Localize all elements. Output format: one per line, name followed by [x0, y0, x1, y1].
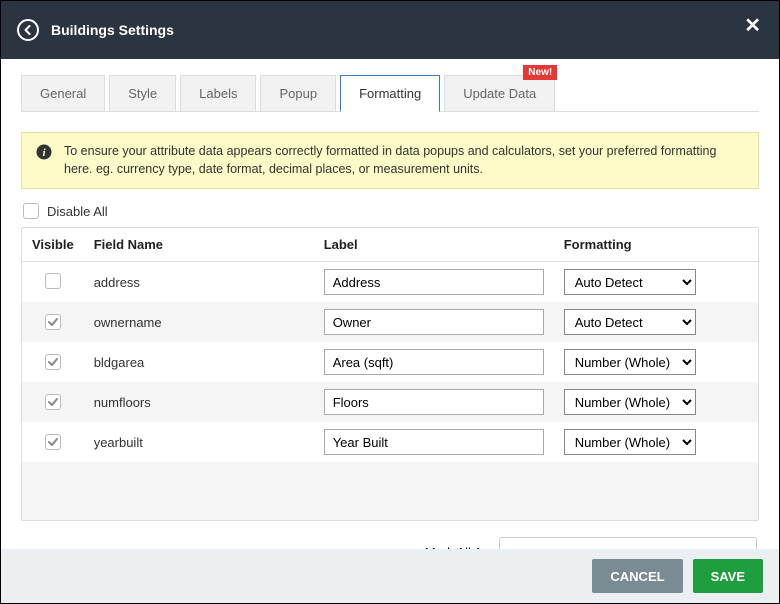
tab-label: Update Data: [463, 86, 536, 101]
table-row: address Auto Detect: [22, 262, 758, 303]
tabs: General Style Labels Popup Formatting Up…: [21, 75, 759, 112]
dialog-title: Buildings Settings: [51, 22, 174, 38]
formatting-select[interactable]: Auto Detect: [564, 269, 696, 295]
dialog-body: General Style Labels Popup Formatting Up…: [1, 59, 779, 567]
tab-label: Style: [128, 86, 157, 101]
field-name-cell: ownername: [84, 302, 314, 342]
formatting-select[interactable]: Number (Whole): [564, 349, 696, 375]
visible-checkbox[interactable]: [45, 394, 61, 410]
tab-label: Labels: [199, 86, 237, 101]
disable-all-checkbox[interactable]: [23, 203, 39, 219]
table-row: ownername Auto Detect: [22, 302, 758, 342]
visible-checkbox[interactable]: [45, 314, 61, 330]
tab-popup[interactable]: Popup: [260, 75, 336, 111]
formatting-select[interactable]: Number (Whole): [564, 429, 696, 455]
visible-checkbox[interactable]: [45, 273, 61, 289]
label-input[interactable]: [324, 269, 544, 295]
disable-all-label: Disable All: [47, 204, 108, 219]
label-input[interactable]: [324, 429, 544, 455]
info-banner: i To ensure your attribute data appears …: [21, 132, 759, 189]
save-button[interactable]: SAVE: [693, 559, 763, 593]
formatting-select[interactable]: Number (Whole): [564, 389, 696, 415]
info-text: To ensure your attribute data appears co…: [64, 143, 744, 178]
visible-checkbox[interactable]: [45, 354, 61, 370]
tab-style[interactable]: Style: [109, 75, 176, 111]
col-label: Label: [314, 228, 554, 262]
tab-update-data[interactable]: Update Data New!: [444, 75, 555, 111]
close-icon[interactable]: ✕: [744, 13, 761, 38]
visible-checkbox[interactable]: [45, 434, 61, 450]
new-badge: New!: [523, 65, 557, 80]
label-input[interactable]: [324, 349, 544, 375]
field-name-cell: yearbuilt: [84, 422, 314, 462]
info-icon: i: [36, 144, 52, 167]
col-format: Formatting: [554, 228, 706, 262]
formatting-table: Visible Field Name Label Formatting addr…: [21, 227, 759, 521]
dialog-footer: CANCEL SAVE: [1, 549, 779, 603]
tab-label: Popup: [279, 86, 317, 101]
table-row: bldgarea Number (Whole): [22, 342, 758, 382]
field-name-cell: bldgarea: [84, 342, 314, 382]
field-name-cell: address: [84, 262, 314, 303]
label-input[interactable]: [324, 389, 544, 415]
tab-general[interactable]: General: [21, 75, 105, 111]
field-name-cell: numfloors: [84, 382, 314, 422]
col-visible: Visible: [22, 228, 84, 262]
disable-all-row: Disable All: [23, 203, 759, 219]
label-input[interactable]: [324, 309, 544, 335]
table-row: numfloors Number (Whole): [22, 382, 758, 422]
tab-formatting[interactable]: Formatting: [340, 75, 440, 112]
tab-label: General: [40, 86, 86, 101]
back-icon[interactable]: [17, 19, 39, 41]
col-field: Field Name: [84, 228, 314, 262]
tab-labels[interactable]: Labels: [180, 75, 256, 111]
cancel-button[interactable]: CANCEL: [592, 559, 682, 593]
formatting-select[interactable]: Auto Detect: [564, 309, 696, 335]
dialog-header: Buildings Settings ✕: [1, 1, 779, 59]
table-row: yearbuilt Number (Whole): [22, 422, 758, 462]
tab-label: Formatting: [359, 86, 421, 101]
